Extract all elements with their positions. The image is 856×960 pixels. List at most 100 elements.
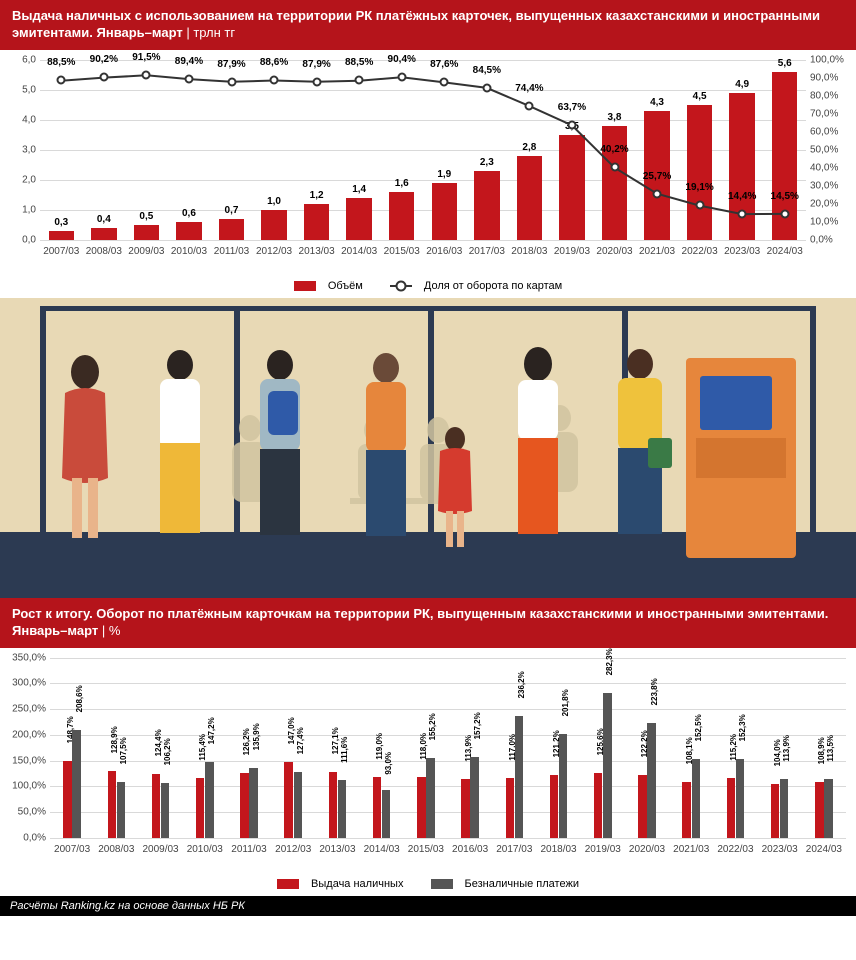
chart2-bar: 127,4% <box>294 772 302 838</box>
chart2-bar: 135,9% <box>249 768 257 838</box>
footer: Расчёты Ranking.kz на основе данных НБ Р… <box>0 896 856 916</box>
chart2-bar: 113,9% <box>461 779 469 838</box>
chart2-bar: 119,0% <box>373 777 381 838</box>
chart2-x-label: 2024/03 <box>806 844 842 855</box>
chart2-bar: 223,8% <box>647 723 655 838</box>
legend-swatch-a <box>277 879 299 889</box>
chart2-bar-label: 127,4% <box>296 727 305 754</box>
chart1-title: Выдача наличных с использованием на терр… <box>12 8 820 40</box>
chart2-bar: 113,5% <box>824 779 832 837</box>
chart2-bar-label: 152,3% <box>738 715 747 742</box>
chart2-bar-label: 104,0% <box>773 740 782 767</box>
chart2-y-tick: 250,0% <box>2 704 46 715</box>
chart1-line-label: 14,4% <box>728 191 756 202</box>
chart2-bar: 125,6% <box>594 773 602 838</box>
chart1-x-label: 2013/03 <box>299 246 335 257</box>
chart2-title-sub: | % <box>98 623 120 638</box>
chart1-line-label: 87,9% <box>302 59 330 70</box>
chart1-x-label: 2016/03 <box>426 246 462 257</box>
chart2-bar: 236,2% <box>515 716 523 837</box>
chart1-line-marker <box>227 77 236 86</box>
chart1-line-label: 87,6% <box>430 59 458 70</box>
person-4 <box>350 346 426 558</box>
chart2-bar-label: 124,4% <box>154 729 163 756</box>
chart2-x-label: 2018/03 <box>540 844 576 855</box>
chart2-bar: 128,9% <box>108 771 116 837</box>
chart2-y-tick: 300,0% <box>2 678 46 689</box>
chart2-bar: 93,0% <box>382 790 390 838</box>
y-right-tick: 80,0% <box>810 90 854 101</box>
chart2-bar: 108,1% <box>682 782 690 838</box>
chart2-bar-label: 147,2% <box>207 717 216 744</box>
person-1 <box>50 348 120 558</box>
chart1-x-label: 2021/03 <box>639 246 675 257</box>
chart1-x-label: 2007/03 <box>43 246 79 257</box>
chart1-plot: 0,01,02,03,04,05,06,00,0%10,0%20,0%30,0%… <box>40 60 806 240</box>
chart2-bar-label: 106,2% <box>163 738 172 765</box>
chart2-y-tick: 200,0% <box>2 729 46 740</box>
chart1-line-marker <box>567 121 576 130</box>
chart1-x-label: 2017/03 <box>469 246 505 257</box>
chart1-legend: Объём Доля от оборота по картам <box>0 280 856 298</box>
chart2-title: Рост к итогу. Оборот по платёжным карточ… <box>12 606 828 638</box>
y-right-tick: 30,0% <box>810 180 854 191</box>
chart2-bar: 148,7% <box>63 761 71 837</box>
chart1-line <box>40 60 806 240</box>
chart2-bar: 152,5% <box>692 759 700 837</box>
chart1-line-label: 74,4% <box>515 83 543 94</box>
chart1-line-marker <box>99 73 108 82</box>
chart2-bar: 111,6% <box>338 780 346 837</box>
chart2-legend-a: Выдача наличных <box>311 878 403 890</box>
y-left-tick: 0,0 <box>2 234 36 245</box>
chart1-legend-line: Доля от оборота по картам <box>424 280 562 292</box>
chart2-x-label: 2014/03 <box>364 844 400 855</box>
chart2-bar-label: 223,8% <box>650 678 659 705</box>
chart1: 0,01,02,03,04,05,06,00,0%10,0%20,0%30,0%… <box>0 50 856 280</box>
chart2-bar-label: 282,3% <box>605 648 614 675</box>
chart2-bar-label: 127,1% <box>331 728 340 755</box>
chart1-line-label: 88,5% <box>47 57 75 68</box>
legend-swatch-line <box>390 281 412 291</box>
chart1-line-label: 87,9% <box>217 59 245 70</box>
chart2-bar: 104,0% <box>771 784 779 837</box>
chart1-title-bar: Выдача наличных с использованием на терр… <box>0 0 856 50</box>
chart2-bar: 157,2% <box>470 757 478 838</box>
chart2-bar: 115,4% <box>196 778 204 837</box>
chart1-line-marker <box>397 73 406 82</box>
chart2-bar-label: 107,5% <box>119 738 128 765</box>
chart2-x-label: 2009/03 <box>142 844 178 855</box>
chart2-x-label: 2019/03 <box>585 844 621 855</box>
chart2-bar-label: 119,0% <box>375 732 384 759</box>
y-right-tick: 20,0% <box>810 198 854 209</box>
chart1-line-label: 40,2% <box>600 144 628 155</box>
y-right-tick: 70,0% <box>810 108 854 119</box>
chart2-bar-label: 111,6% <box>340 737 349 763</box>
chart2-bar-label: 115,4% <box>198 734 207 761</box>
chart1-line-marker <box>653 189 662 198</box>
chart2-y-tick: 0,0% <box>2 832 46 843</box>
chart2-x-label: 2021/03 <box>673 844 709 855</box>
y-left-tick: 3,0 <box>2 144 36 155</box>
chart2-bar: 201,8% <box>559 734 567 838</box>
chart2-bar: 113,9% <box>780 779 788 838</box>
chart1-line-label: 19,1% <box>685 182 713 193</box>
chart2-bar: 107,5% <box>117 782 125 837</box>
chart2-bar-label: 113,9% <box>782 735 791 762</box>
legend-swatch-b <box>431 879 453 889</box>
chart2-bar: 155,2% <box>426 758 434 838</box>
chart1-x-label: 2015/03 <box>384 246 420 257</box>
y-left-tick: 5,0 <box>2 84 36 95</box>
atm <box>686 358 796 558</box>
chart2-bar-label: 93,0% <box>384 752 393 775</box>
chart2-y-tick: 350,0% <box>2 652 46 663</box>
chart1-x-label: 2012/03 <box>256 246 292 257</box>
chart2-bar: 106,2% <box>161 783 169 838</box>
y-left-tick: 4,0 <box>2 114 36 125</box>
y-right-tick: 40,0% <box>810 162 854 173</box>
chart1-x-label: 2009/03 <box>128 246 164 257</box>
chart1-line-marker <box>57 76 66 85</box>
chart2-bar: 124,4% <box>152 774 160 838</box>
chart1-line-label: 90,2% <box>90 54 118 65</box>
chart1-line-label: 84,5% <box>473 65 501 76</box>
chart2-bar-label: 157,2% <box>473 712 482 739</box>
